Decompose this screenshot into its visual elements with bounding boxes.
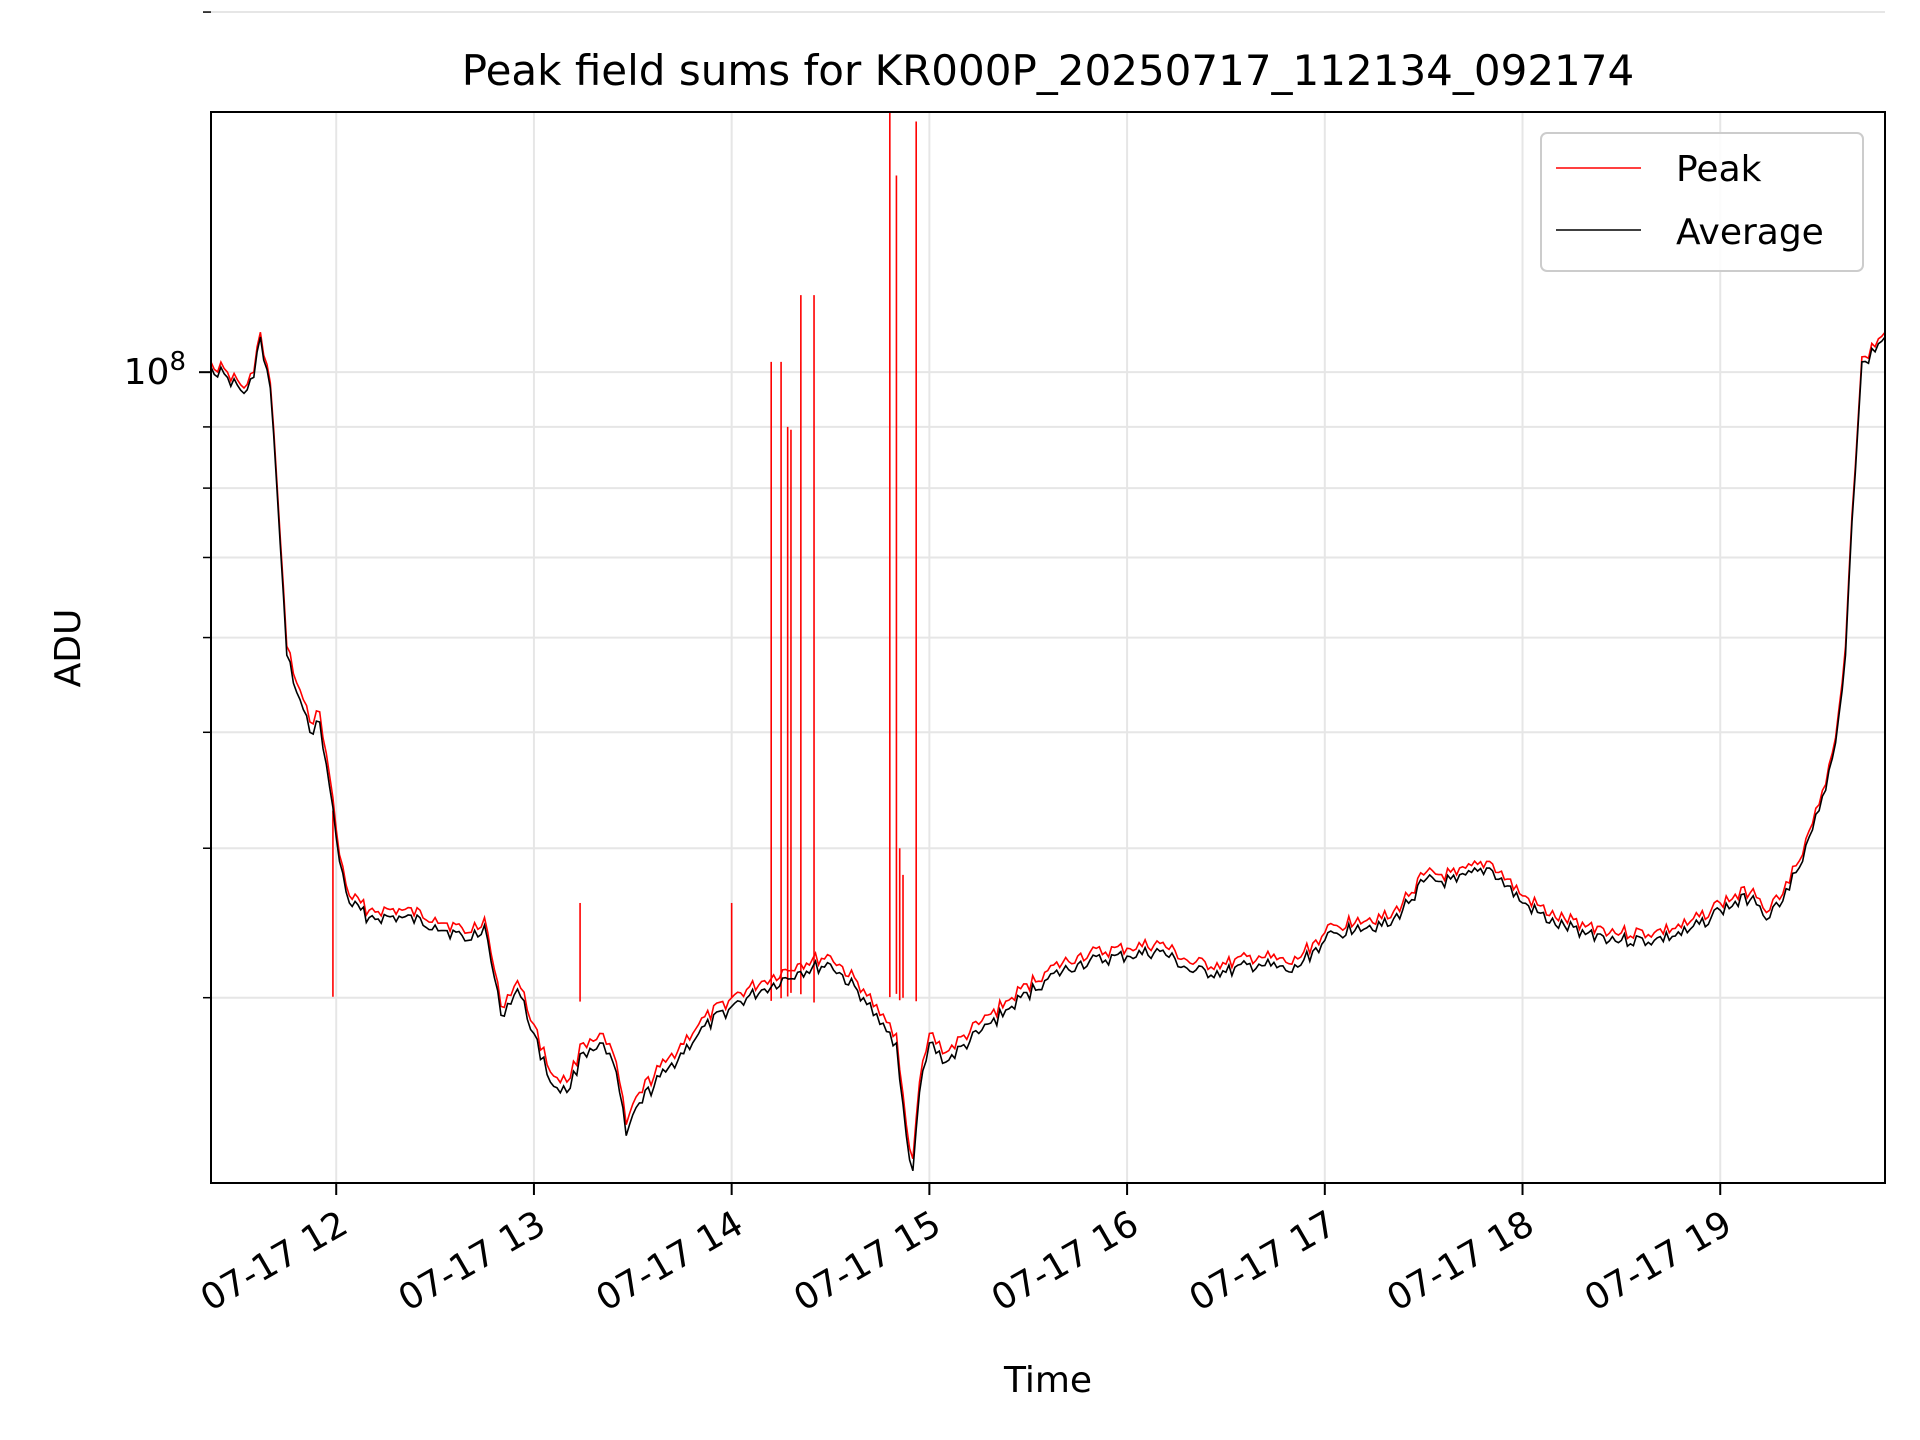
y-tick-label: 108 [124,347,186,393]
y-axis: 108 [124,11,211,999]
legend-label-average: Average [1676,212,1824,253]
chart-title: Peak field sums for KR000P_20250717_1121… [462,46,1634,95]
x-axis-label: Time [1003,1360,1092,1401]
grid [211,11,1885,1183]
series-line-average [210,336,1886,1172]
series-line-peak [210,331,1886,1160]
legend-label-peak: Peak [1676,149,1762,190]
legend: Peak Average [1540,132,1864,272]
series-layer [210,112,1886,1172]
y-axis-label: ADU [48,609,89,688]
plot-frame [210,111,1886,1184]
